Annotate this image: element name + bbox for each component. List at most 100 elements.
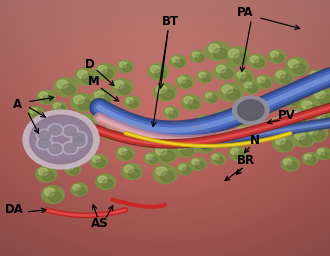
Circle shape [64,143,76,153]
Circle shape [214,63,235,80]
Circle shape [233,54,247,64]
Circle shape [220,69,233,78]
Circle shape [181,146,193,156]
Circle shape [182,80,191,87]
Circle shape [313,131,325,140]
Circle shape [153,165,177,184]
Text: AS: AS [91,217,109,230]
Circle shape [114,81,124,88]
Circle shape [77,116,87,124]
Circle shape [201,121,212,129]
Circle shape [64,126,76,136]
Circle shape [109,131,119,139]
Circle shape [172,57,180,62]
Circle shape [38,168,48,175]
Circle shape [227,89,240,100]
Circle shape [293,115,306,125]
Circle shape [128,169,140,178]
Circle shape [288,111,299,119]
Circle shape [33,111,42,118]
Circle shape [37,131,45,138]
Circle shape [229,147,247,161]
Circle shape [206,93,212,98]
Circle shape [67,164,74,170]
Circle shape [28,106,44,119]
Circle shape [47,124,64,136]
Circle shape [152,144,178,163]
Circle shape [98,66,107,73]
Circle shape [82,120,94,130]
Circle shape [308,70,326,84]
Circle shape [280,141,292,150]
Circle shape [57,106,65,112]
Circle shape [215,131,226,140]
Circle shape [63,146,73,154]
Circle shape [59,143,67,150]
Circle shape [265,98,272,103]
Text: PA: PA [237,6,253,19]
Circle shape [117,60,133,73]
Circle shape [82,135,91,142]
Circle shape [302,153,318,165]
Circle shape [319,95,330,104]
Circle shape [118,148,127,155]
Circle shape [43,172,54,180]
Circle shape [233,96,269,124]
Circle shape [210,153,225,165]
Circle shape [202,75,211,82]
Circle shape [263,97,278,108]
Circle shape [200,141,214,151]
Circle shape [54,103,60,108]
Circle shape [124,96,140,109]
Circle shape [209,44,220,53]
Circle shape [293,64,306,74]
Circle shape [192,134,217,153]
Circle shape [62,142,79,154]
Circle shape [73,133,85,142]
Circle shape [144,153,159,165]
Circle shape [179,164,186,170]
Circle shape [270,117,284,129]
Circle shape [220,135,233,146]
Circle shape [106,111,115,118]
Circle shape [308,157,316,164]
Circle shape [37,149,44,155]
Circle shape [216,65,226,73]
Circle shape [156,86,167,93]
Circle shape [39,92,48,98]
Circle shape [309,127,318,134]
Circle shape [286,94,300,105]
Circle shape [228,49,240,58]
Circle shape [74,114,97,132]
Circle shape [170,55,186,68]
Circle shape [271,51,279,57]
Circle shape [36,129,53,142]
Circle shape [153,83,177,101]
Circle shape [49,192,61,202]
Circle shape [78,100,91,110]
Circle shape [177,163,192,175]
Circle shape [285,109,309,127]
Circle shape [206,42,230,61]
Circle shape [174,140,196,157]
Circle shape [79,133,99,148]
Circle shape [30,115,92,164]
Circle shape [150,66,160,73]
Circle shape [221,115,232,124]
Circle shape [195,162,204,169]
Circle shape [122,152,132,159]
Circle shape [30,108,38,114]
Text: BR: BR [237,154,255,167]
Circle shape [278,88,303,107]
Circle shape [102,179,113,188]
Circle shape [197,117,206,124]
Circle shape [129,101,138,108]
Circle shape [34,129,41,134]
Text: M: M [88,76,100,88]
Circle shape [300,136,312,145]
Circle shape [132,121,142,128]
Circle shape [219,83,243,102]
Circle shape [37,90,55,104]
Circle shape [195,136,207,145]
Circle shape [40,152,49,159]
